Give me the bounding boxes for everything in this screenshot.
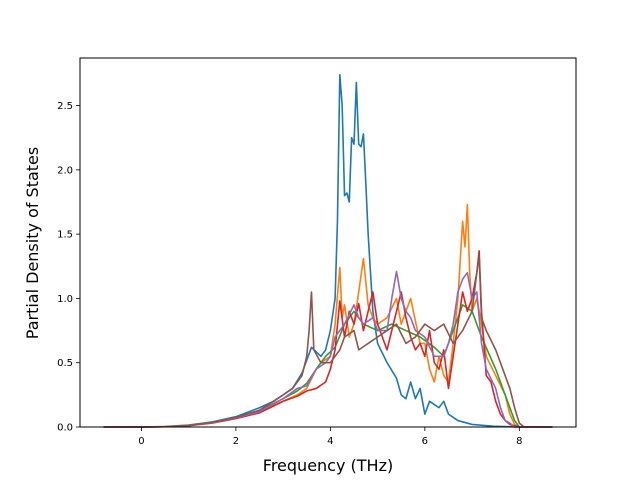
y-tick-label: 1.5 [57, 230, 73, 241]
y-tick-label: 1.0 [57, 294, 73, 305]
x-tick-label: 8 [516, 436, 522, 447]
series-line-6 [103, 255, 553, 428]
y-axis-label: Partial Density of States [23, 147, 42, 339]
x-tick-label: 4 [327, 436, 333, 447]
x-tick-label: 6 [422, 436, 428, 447]
x-axis-label: Frequency (THz) [263, 456, 393, 475]
series-line-2 [103, 203, 553, 428]
x-tick-label: 2 [233, 436, 239, 447]
y-tick-label: 0.5 [57, 358, 73, 369]
x-axis-ticks: 0 2 4 6 8 [138, 427, 523, 447]
series-layer [103, 73, 553, 428]
series-line-5 [103, 270, 553, 428]
y-tick-label: 2.0 [57, 165, 73, 176]
plot-frame [79, 57, 577, 428]
y-axis-ticks: 0.0 0.5 1.0 1.5 2.0 2.5 [57, 101, 80, 434]
y-tick-label: 2.5 [57, 101, 73, 112]
y-tick-label: 0.0 [57, 423, 73, 434]
x-tick-label: 0 [138, 436, 144, 447]
